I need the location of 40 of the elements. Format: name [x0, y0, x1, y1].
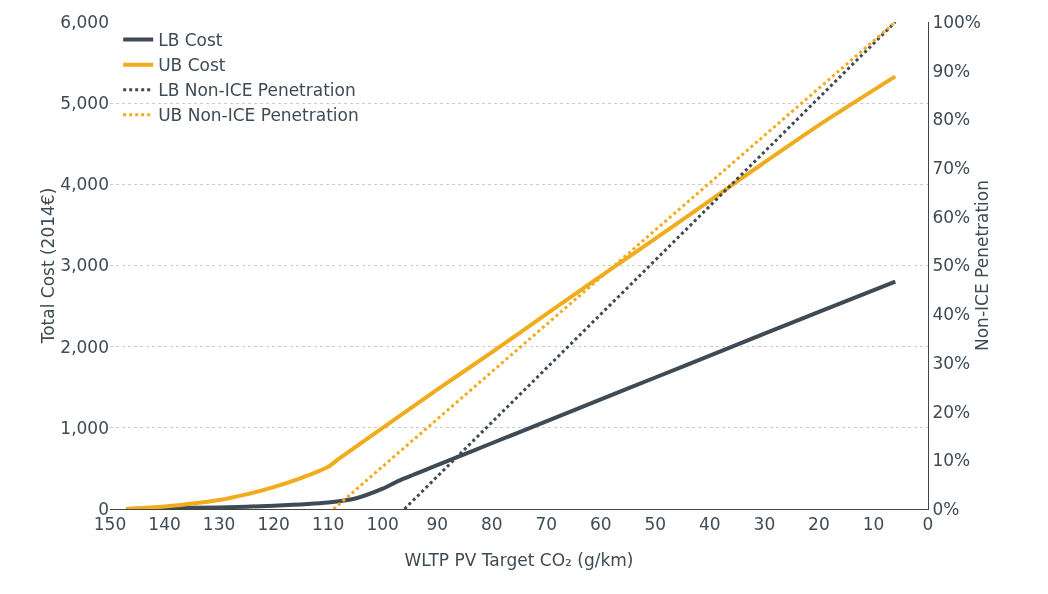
y2-tick-label: 100% [932, 11, 982, 32]
x-tick-label: 150 [93, 514, 127, 535]
x-tick-label: 130 [202, 514, 236, 535]
x-tick-label: 20 [808, 514, 830, 535]
x-tick-label: 100 [366, 514, 399, 535]
y2-tick-label: 60% [932, 206, 971, 227]
legend-label: LB Cost [158, 30, 223, 51]
y-tick-label: 3,000 [60, 255, 109, 276]
x-tick-label: 80 [480, 514, 503, 535]
y2-tick-label: 90% [932, 60, 971, 81]
y2-tick-label: 10% [932, 450, 971, 471]
x-tick-label: 40 [699, 514, 721, 535]
x-tick-label: 10 [862, 514, 885, 535]
y-tick-label: 1,000 [60, 417, 109, 438]
x-tick-label: 30 [753, 514, 776, 535]
x-tick-label: 70 [535, 514, 558, 535]
x-tick-label: 0 [922, 514, 934, 535]
y2-tick-label: 80% [932, 109, 971, 130]
y-tick-label: 2,000 [60, 336, 109, 357]
y-tick-label: 6,000 [60, 11, 109, 32]
legend-label: UB Cost [158, 55, 226, 76]
y-tick-label: 5,000 [60, 93, 109, 114]
y-axis-title: Total Cost (2014€) [38, 187, 59, 345]
y2-tick-label: 50% [932, 255, 971, 276]
y2-tick-label: 40% [932, 304, 971, 325]
legend-label: LB Non-ICE Penetration [158, 80, 356, 101]
y2-axis-title: Non-ICE Penetration [972, 179, 993, 352]
x-tick-label: 60 [589, 514, 612, 535]
x-tick-label: 50 [644, 514, 667, 535]
legend-label: UB Non-ICE Penetration [158, 105, 359, 126]
x-tick-label: 140 [148, 514, 181, 535]
y2-tick-label: 30% [932, 352, 971, 373]
y-tick-label: 4,000 [60, 174, 109, 195]
y2-tick-label: 70% [932, 158, 971, 179]
y2-tick-label: 20% [932, 401, 971, 422]
x-tick-label: 90 [426, 514, 449, 535]
x-tick-label: 120 [257, 514, 290, 535]
y2-tick-label: 0% [932, 498, 960, 519]
x-axis-title: WLTP PV Target CO₂ (g/km) [404, 549, 634, 570]
x-tick-label: 110 [311, 514, 345, 535]
